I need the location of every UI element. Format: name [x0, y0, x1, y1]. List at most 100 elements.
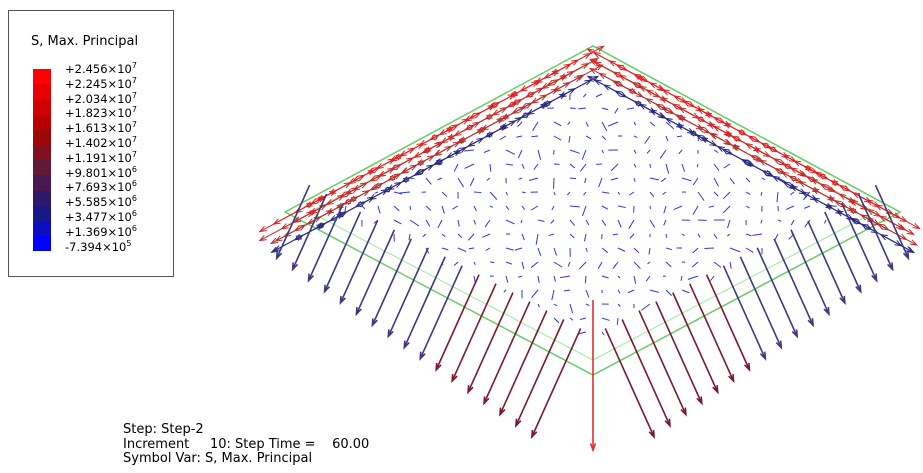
- vector: [665, 121, 675, 130]
- vector: [489, 205, 494, 208]
- arrow-shaft: [621, 319, 671, 427]
- arrow-head: [258, 235, 267, 242]
- arrow-shaft: [387, 247, 429, 337]
- vector: [399, 191, 411, 194]
- arrow-head: [762, 151, 772, 158]
- arrow-head: [451, 374, 458, 384]
- label-exponent: 7: [131, 120, 137, 130]
- vector: [483, 149, 491, 154]
- vector: [582, 93, 587, 98]
- arrow-head: [339, 295, 346, 306]
- arrow-head: [675, 103, 685, 111]
- arrow-head: [873, 210, 882, 218]
- vector: [553, 121, 562, 127]
- arrow-head: [435, 362, 442, 373]
- vector: [569, 149, 580, 154]
- arrow-head: [810, 194, 819, 201]
- vector: [710, 275, 715, 281]
- vector: [425, 205, 432, 211]
- arrow-head: [486, 103, 496, 110]
- vector: [530, 205, 539, 211]
- vector: [531, 289, 539, 299]
- arrow-head: [401, 167, 410, 174]
- arrow-head: [781, 152, 790, 159]
- vector: [518, 275, 523, 278]
- vector: [752, 233, 763, 236]
- arrow-head: [691, 112, 701, 119]
- vector: [692, 205, 699, 215]
- arrow-shaft: [581, 75, 599, 86]
- arrow-head: [325, 207, 335, 215]
- vector: [521, 233, 525, 241]
- arrow-head: [433, 149, 443, 156]
- legend-label: -7.394×105: [65, 239, 137, 255]
- arrow-head: [413, 169, 422, 176]
- arrow-head: [550, 68, 559, 75]
- label-mantissa: +9.801×10: [65, 165, 132, 180]
- arrow-head: [820, 173, 829, 180]
- color-band: [33, 190, 51, 206]
- vector: [553, 135, 562, 141]
- label-exponent: 7: [131, 149, 137, 159]
- vector: [503, 289, 507, 293]
- vector: [760, 219, 763, 224]
- vector: [641, 303, 651, 311]
- arrow-head: [659, 104, 669, 111]
- vector: [614, 107, 619, 114]
- status-line: Increment 10: Step Time = 60.00: [123, 436, 370, 452]
- vector: [579, 163, 587, 172]
- vector: [660, 177, 667, 183]
- arrow-shaft: [323, 211, 362, 293]
- arrow-head: [887, 262, 894, 272]
- vector: [601, 135, 606, 140]
- vector: [601, 205, 609, 210]
- vector: [804, 205, 811, 209]
- vector: [457, 247, 467, 253]
- vector: [673, 205, 683, 211]
- vector: [583, 233, 587, 242]
- arrow-head: [386, 174, 396, 182]
- arrow-shaft: [705, 274, 751, 371]
- arrow-shaft: [587, 75, 604, 86]
- arrow-head: [906, 228, 916, 236]
- vector: [727, 233, 731, 237]
- label-mantissa: -7.394×10: [65, 239, 127, 254]
- vector: [553, 247, 557, 256]
- arrow-head: [377, 170, 386, 178]
- arrow-head: [292, 216, 302, 223]
- arrow-head: [766, 170, 775, 178]
- arrow-head: [872, 201, 881, 208]
- arrow-head: [725, 148, 734, 156]
- label-exponent: 7: [131, 61, 137, 70]
- vector: [468, 247, 475, 250]
- vector: [649, 177, 659, 181]
- vector: [585, 219, 590, 226]
- arrow-head: [258, 225, 267, 233]
- vector: [722, 205, 731, 214]
- arrow-head: [543, 72, 552, 79]
- arrow-head: [839, 295, 846, 306]
- vector: [361, 205, 366, 210]
- vector: [745, 191, 751, 195]
- vector: [489, 261, 495, 264]
- arrow-shaft: [587, 48, 604, 59]
- arrow-head: [842, 185, 852, 192]
- arrow-head: [899, 216, 908, 223]
- vector: [408, 233, 411, 241]
- vector: [569, 303, 574, 314]
- arrow-head: [552, 85, 561, 93]
- label-exponent: 6: [131, 179, 137, 189]
- arrow-head: [445, 152, 454, 159]
- vector: [441, 233, 446, 238]
- vector: [516, 135, 523, 138]
- arrow-head: [463, 115, 472, 122]
- vector: [441, 191, 448, 197]
- label-exponent: 6: [131, 223, 137, 233]
- vector: [409, 177, 415, 180]
- vector: [531, 135, 539, 138]
- vector: [457, 233, 463, 238]
- arrow-head: [538, 101, 548, 109]
- arrow-head: [864, 223, 873, 231]
- vector: [482, 233, 491, 238]
- color-band: [33, 69, 51, 85]
